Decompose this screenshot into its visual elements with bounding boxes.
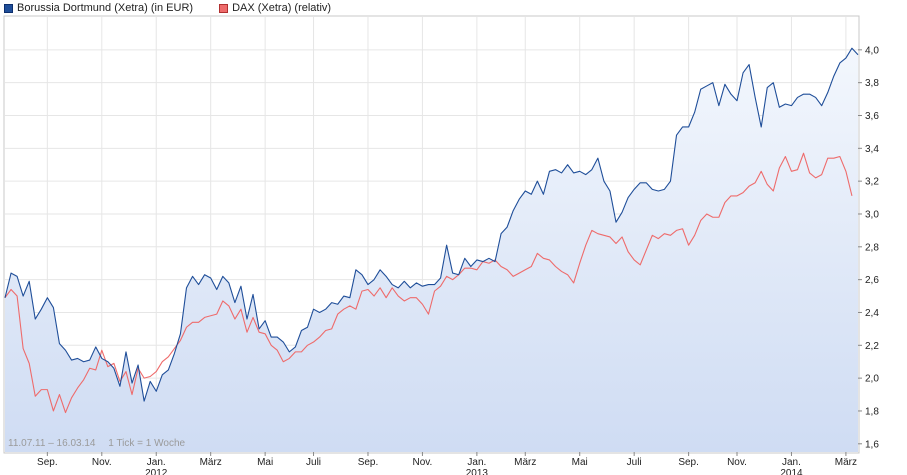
y-tick-label: 1,8 bbox=[865, 406, 879, 417]
y-tick-label: 2,4 bbox=[865, 308, 879, 319]
legend: Borussia Dortmund (Xetra) (in EUR) DAX (… bbox=[4, 1, 357, 15]
y-tick-label: 2,2 bbox=[865, 341, 879, 352]
x-tick-label: März bbox=[514, 457, 536, 468]
y-tick-label: 2,0 bbox=[865, 374, 879, 385]
y-tick-label: 4,0 bbox=[865, 45, 879, 56]
x-tick-label: Sep. bbox=[358, 457, 379, 468]
date-range: 11.07.11 – 16.03.14 bbox=[8, 438, 96, 449]
x-tick-label: Juli bbox=[627, 457, 642, 468]
legend-label-borussia: Borussia Dortmund (Xetra) (in EUR) bbox=[17, 2, 194, 14]
x-tick-year-label: 2012 bbox=[145, 468, 168, 475]
date-range-info: 11.07.11 – 16.03.14 1 Tick = 1 Woche bbox=[8, 438, 186, 449]
tick-info: 1 Tick = 1 Woche bbox=[108, 438, 185, 449]
x-tick-label: Nov. bbox=[413, 457, 433, 468]
series-area-borussia bbox=[5, 48, 858, 452]
y-tick-label: 3,8 bbox=[865, 78, 879, 89]
y-tick-label: 3,6 bbox=[865, 111, 879, 122]
x-tick-label: Nov. bbox=[727, 457, 747, 468]
x-tick-label: Jan. bbox=[467, 457, 486, 468]
x-tick-label: März bbox=[200, 457, 222, 468]
x-tick-label: Jan. bbox=[147, 457, 166, 468]
y-tick-label: 1,6 bbox=[865, 439, 879, 450]
legend-label-dax: DAX (Xetra) (relativ) bbox=[232, 2, 332, 14]
y-tick-label: 3,0 bbox=[865, 209, 879, 220]
x-tick-label: Jan. bbox=[782, 457, 801, 468]
y-tick-label: 3,2 bbox=[865, 177, 879, 188]
legend-swatch-borussia bbox=[4, 3, 13, 13]
x-tick-year-label: 2013 bbox=[466, 468, 489, 475]
x-tick-label: Nov. bbox=[92, 457, 112, 468]
legend-item-dax[interactable]: DAX (Xetra) (relativ) bbox=[219, 2, 331, 14]
x-tick-label: Juli bbox=[306, 457, 321, 468]
x-tick-label: März bbox=[835, 457, 857, 468]
x-tick-label: Mai bbox=[572, 457, 588, 468]
x-tick-year-label: 2014 bbox=[780, 468, 803, 475]
y-tick-label: 2,8 bbox=[865, 242, 879, 253]
series-line-dax[interactable] bbox=[4, 152, 853, 414]
legend-swatch-dax bbox=[219, 3, 229, 13]
series-line-borussia[interactable] bbox=[4, 47, 859, 402]
y-tick-label: 3,4 bbox=[865, 144, 879, 155]
x-tick-label: Mai bbox=[257, 457, 273, 468]
x-tick-label: Sep. bbox=[678, 457, 699, 468]
x-tick-label: Sep. bbox=[37, 457, 58, 468]
y-tick-label: 2,6 bbox=[865, 275, 879, 286]
legend-item-borussia[interactable]: Borussia Dortmund (Xetra) (in EUR) bbox=[4, 2, 193, 14]
